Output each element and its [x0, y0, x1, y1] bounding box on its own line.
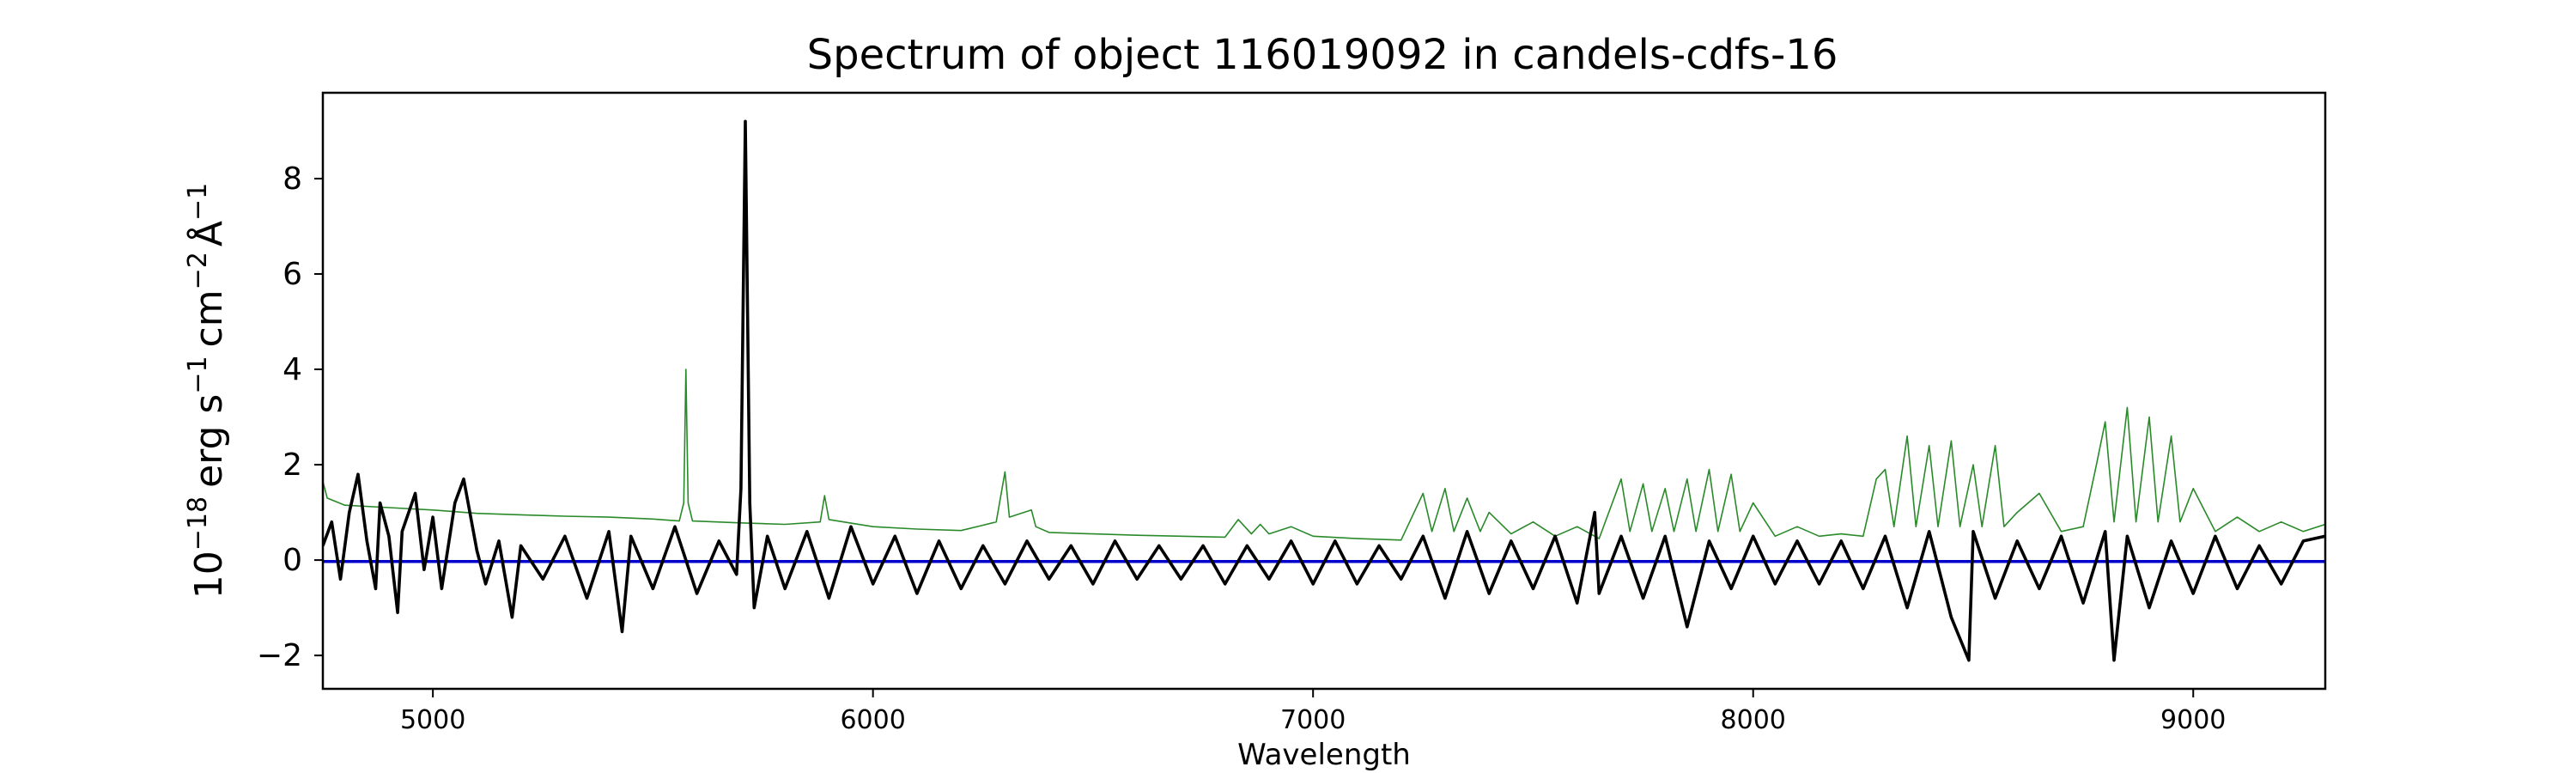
- y-label-base-exp: −18: [183, 496, 213, 551]
- x-tick-label: 5000: [400, 705, 465, 735]
- y-label-cm: cm: [187, 289, 231, 347]
- plot-frame: [321, 91, 2327, 691]
- y-tick-label: 4: [283, 352, 302, 387]
- y-axis-label: 10−18erg s−1cm−2Å−1: [183, 183, 231, 599]
- x-axis: 5000 6000 7000 8000 9000: [400, 689, 2226, 735]
- x-tick-label: 9000: [2160, 705, 2226, 735]
- y-label-erg: erg s: [187, 394, 231, 488]
- y-tick-label: 8: [283, 161, 302, 197]
- series-line-flux: [323, 119, 2325, 662]
- chart-title: Spectrum of object 116019092 in candels-…: [807, 31, 1838, 79]
- y-label-cm-exp: −2: [183, 252, 213, 289]
- y-axis: −2 0 2 4 6 8: [257, 161, 323, 673]
- x-tick-label: 6000: [840, 705, 905, 735]
- y-label-base: 10: [187, 551, 231, 599]
- series-line-noise: [323, 368, 2325, 541]
- y-tick-label: 0: [283, 543, 302, 578]
- series-layer: [323, 119, 2325, 662]
- y-tick-label: 2: [283, 447, 302, 483]
- y-label-s-exp: −1: [183, 356, 213, 393]
- x-axis-label: Wavelength: [1237, 738, 1411, 772]
- y-tick-label: −2: [257, 638, 302, 673]
- y-label-angstrom: Å: [185, 221, 231, 247]
- y-label-angstrom-exp: −1: [183, 183, 213, 221]
- y-tick-label: 6: [283, 257, 302, 292]
- x-tick-label: 8000: [1721, 705, 1786, 735]
- x-tick-label: 7000: [1280, 705, 1346, 735]
